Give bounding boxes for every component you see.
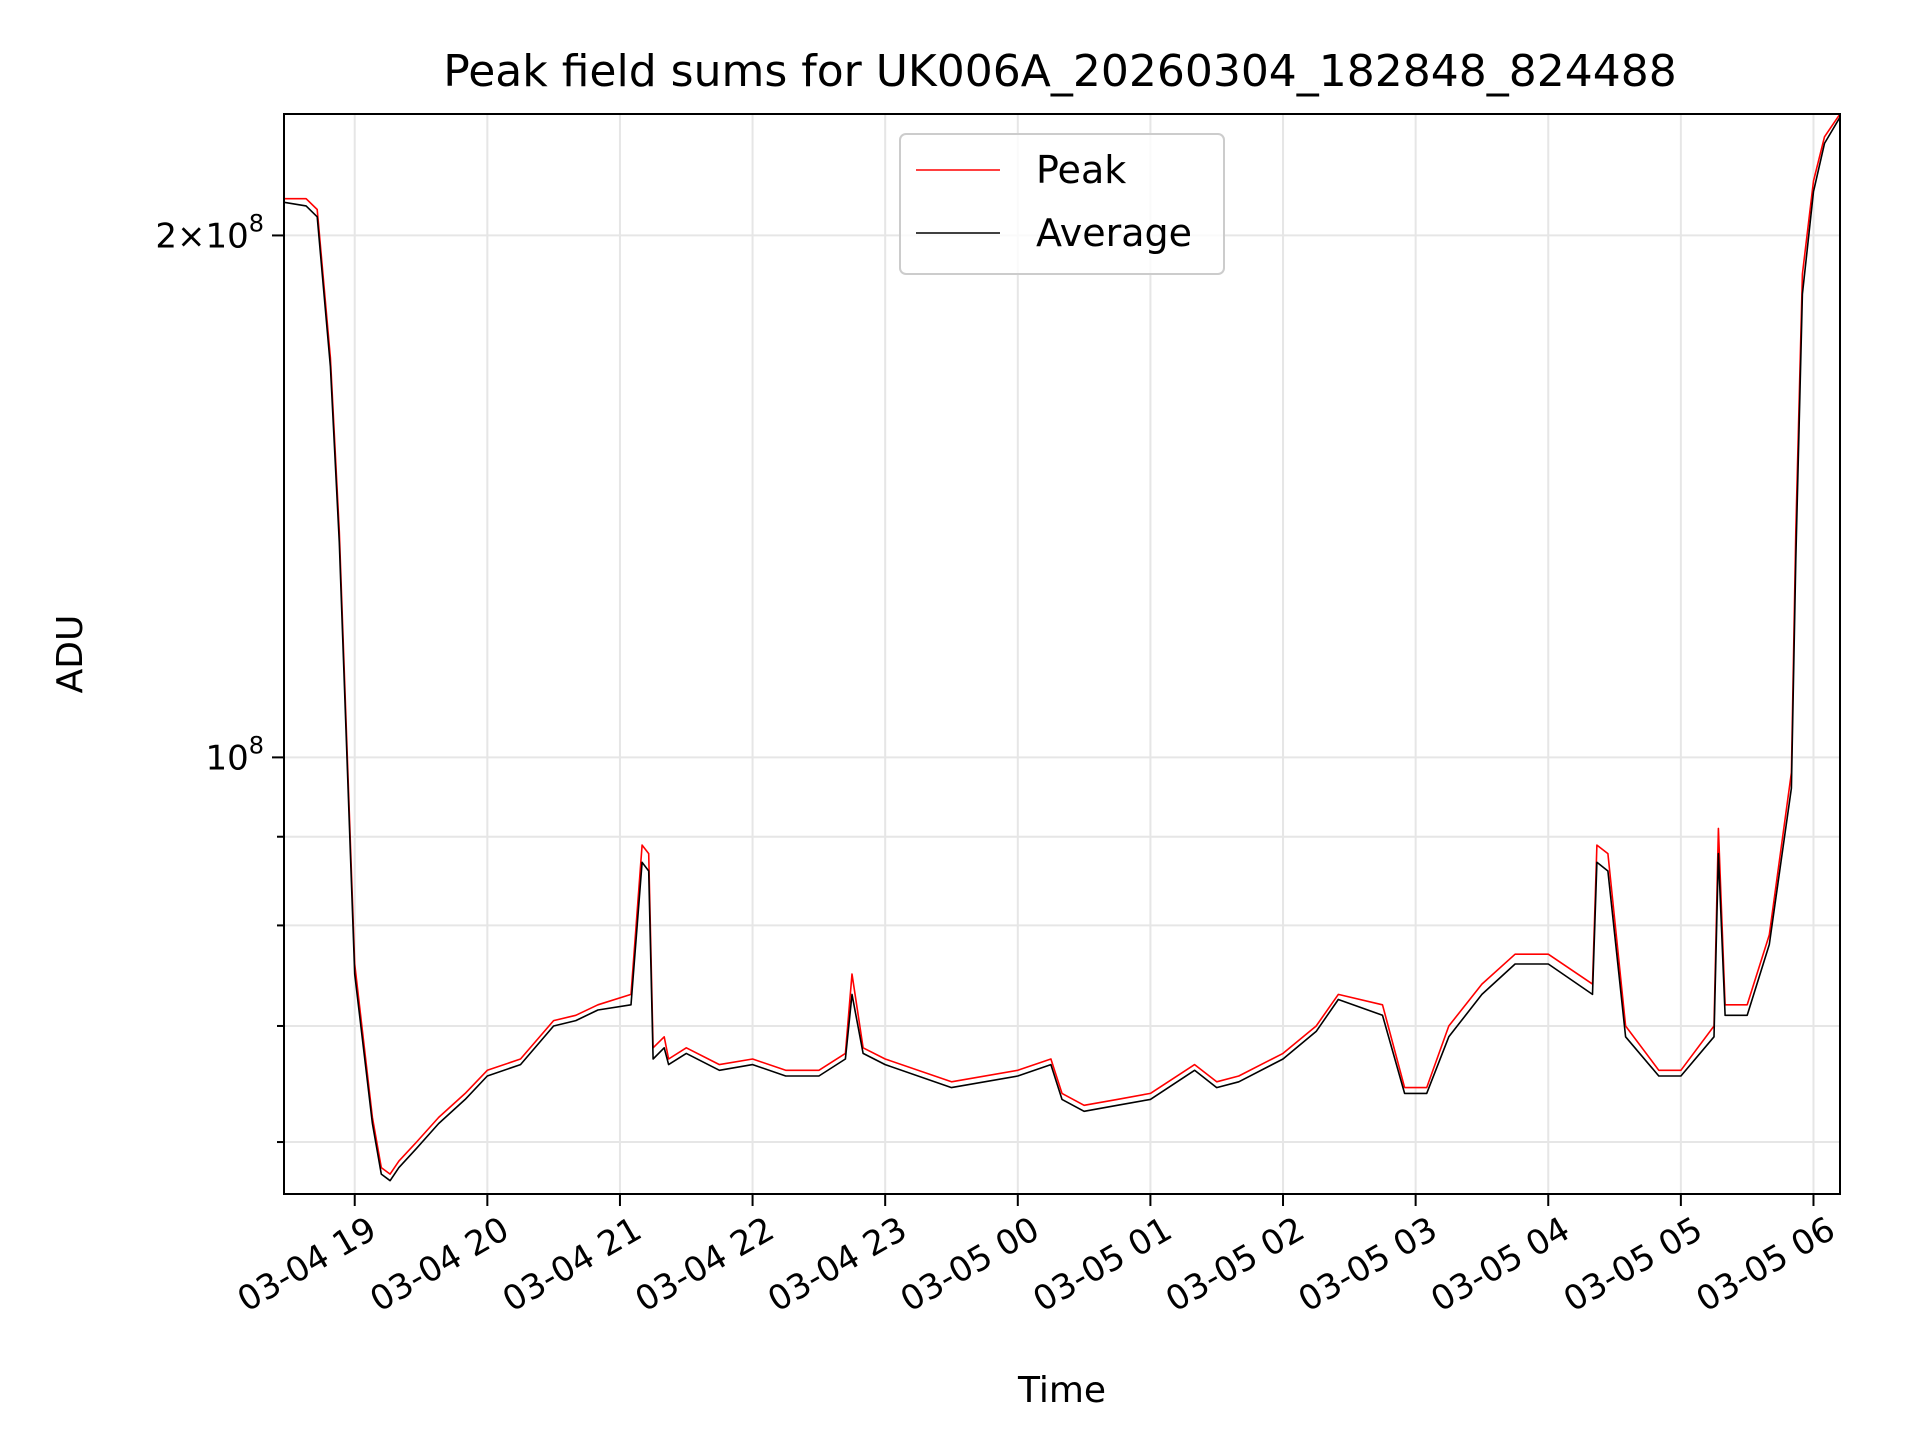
x-axis-label: Time (1017, 1370, 1106, 1411)
y-tick-exponent: 8 (249, 731, 264, 759)
legend: Peak Average (899, 133, 1225, 275)
y-axis-label: ADU (50, 615, 91, 694)
legend-label-peak: Peak (1036, 148, 1126, 192)
y-tick-mantissa: 2 (155, 216, 177, 256)
y-tick-base: 10 (205, 738, 248, 778)
plot-frame (283, 113, 1841, 1195)
legend-label-average: Average (1036, 211, 1192, 255)
y-tick-times-sign: × (177, 216, 206, 256)
chart-title: Peak field sums for UK006A_20260304_1828… (443, 46, 1676, 97)
y-tick-label: 2×108 (155, 209, 264, 256)
y-tick-base: 10 (205, 216, 248, 256)
series-line-peak (284, 114, 1840, 1175)
y-tick-label: 108 (205, 731, 264, 778)
y-tick-exponent: 8 (249, 209, 264, 237)
legend-box (899, 133, 1225, 275)
series-line-average (284, 116, 1840, 1182)
series-layer (284, 114, 1840, 1182)
grid (284, 114, 1840, 1194)
